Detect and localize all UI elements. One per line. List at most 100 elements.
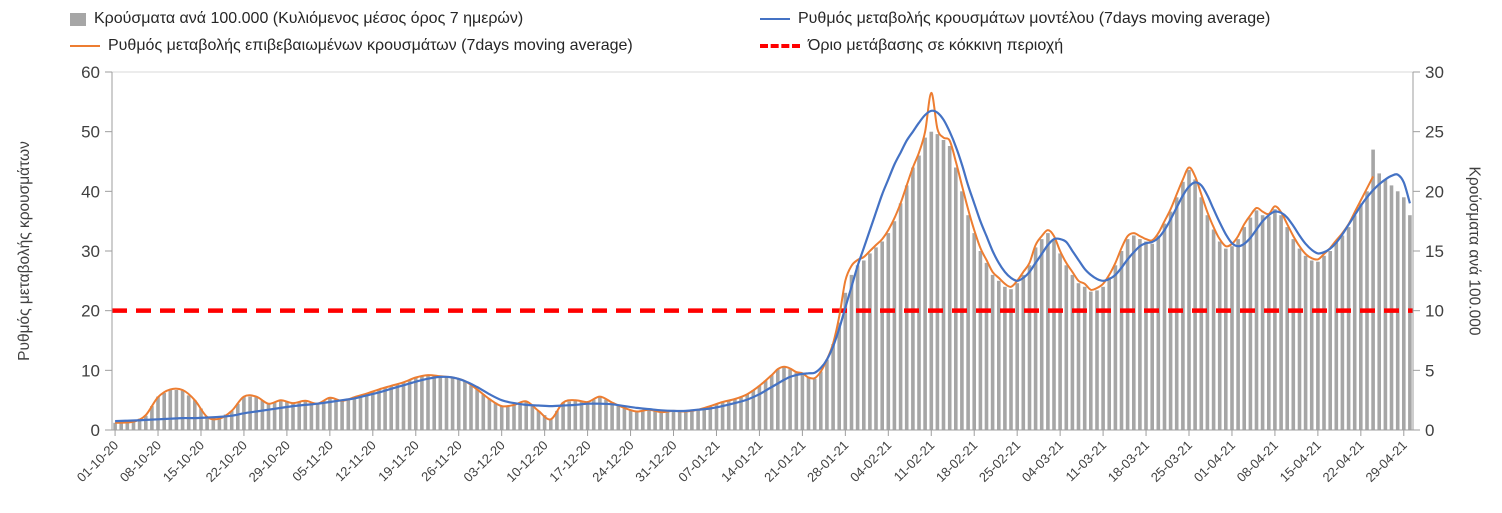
case-bar bbox=[499, 406, 504, 430]
case-bar bbox=[696, 409, 700, 430]
case-bar bbox=[573, 400, 578, 430]
case-bar bbox=[567, 401, 571, 430]
x-axis-date-label: 14-01-21 bbox=[718, 438, 765, 485]
case-bar bbox=[1267, 216, 1271, 430]
case-bar bbox=[1187, 169, 1191, 430]
case-bar bbox=[530, 406, 535, 430]
case-bar bbox=[420, 376, 424, 430]
case-bar bbox=[1089, 291, 1093, 430]
x-axis-date-label: 08-10-20 bbox=[117, 438, 164, 485]
case-bar bbox=[868, 253, 872, 430]
model-rate-line bbox=[115, 109, 1411, 423]
case-bar bbox=[555, 410, 559, 430]
case-bar bbox=[733, 399, 737, 430]
case-bar bbox=[1046, 233, 1050, 430]
case-bar bbox=[481, 394, 486, 430]
case-bar bbox=[407, 379, 412, 430]
x-axis-date-label: 18-03-21 bbox=[1105, 438, 1152, 485]
case-bar bbox=[1003, 286, 1007, 430]
case-bar bbox=[769, 375, 774, 430]
case-bar bbox=[1205, 215, 1210, 430]
case-bar bbox=[506, 405, 510, 430]
case-bar bbox=[714, 404, 719, 430]
case-bar bbox=[463, 381, 467, 430]
confirmed-rate-line bbox=[115, 91, 1374, 424]
case-bar bbox=[512, 404, 516, 430]
case-bar bbox=[279, 400, 283, 430]
case-bar bbox=[487, 399, 492, 430]
case-bar bbox=[947, 146, 952, 430]
case-bar bbox=[125, 422, 130, 430]
legend-item-confirmed-rate: Ρυθμός μεταβολής επιβεβαιωμένων κρουσμάτ… bbox=[70, 37, 633, 55]
case-bar bbox=[174, 390, 179, 430]
case-bar bbox=[272, 402, 277, 430]
case-bar bbox=[831, 344, 835, 430]
case-bar bbox=[358, 395, 363, 430]
case-bar bbox=[929, 131, 934, 430]
x-axis-date-label: 04-02-21 bbox=[847, 438, 894, 485]
case-bar bbox=[972, 233, 976, 430]
case-bar bbox=[266, 403, 271, 430]
case-bar bbox=[954, 167, 958, 430]
case-bar bbox=[917, 155, 921, 430]
red-dashed-swatch-icon bbox=[760, 44, 800, 48]
case-bar bbox=[1132, 235, 1136, 430]
case-bar bbox=[776, 369, 780, 430]
case-bar bbox=[1082, 286, 1087, 430]
case-bar bbox=[1383, 179, 1388, 430]
x-axis-date-label: 07-01-21 bbox=[675, 438, 722, 485]
case-bar bbox=[806, 377, 811, 430]
case-bar bbox=[1340, 235, 1345, 430]
x-axis-date-label: 17-12-20 bbox=[546, 438, 593, 485]
x-axis-date-label: 04-03-21 bbox=[1019, 438, 1066, 485]
x-axis-date-label: 15-10-20 bbox=[160, 438, 207, 485]
blue-line-swatch-icon bbox=[760, 18, 790, 20]
case-bar bbox=[542, 415, 547, 430]
case-bar bbox=[984, 262, 989, 430]
left-axis-tick-label: 20 bbox=[81, 302, 100, 321]
case-bar bbox=[518, 403, 522, 430]
case-bar bbox=[911, 167, 915, 430]
case-bar bbox=[1346, 227, 1351, 430]
case-bar bbox=[1230, 246, 1234, 430]
case-bar bbox=[1033, 247, 1038, 430]
case-bar bbox=[1138, 239, 1142, 430]
case-bar bbox=[671, 410, 676, 430]
case-bar bbox=[236, 403, 240, 430]
x-axis-date-label: 29-10-20 bbox=[246, 438, 293, 485]
case-bar bbox=[598, 396, 602, 430]
case-bar bbox=[549, 419, 553, 430]
case-bar bbox=[1021, 274, 1026, 430]
case-bar bbox=[1039, 239, 1044, 430]
case-bar bbox=[1328, 251, 1332, 430]
legend-label-model-rate: Ρυθμός μεταβολής κρουσμάτων μοντέλου (7d… bbox=[798, 10, 1271, 27]
case-bar bbox=[352, 396, 357, 430]
case-bar bbox=[260, 400, 265, 430]
case-bar bbox=[162, 393, 166, 430]
case-bar bbox=[334, 399, 338, 430]
x-axis-date-label: 26-11-20 bbox=[418, 438, 465, 485]
case-bar bbox=[659, 412, 663, 430]
y-axis-left: 0 10 20 30 40 50 60 bbox=[81, 63, 112, 440]
case-bar bbox=[1107, 277, 1111, 430]
right-axis-tick-label: 30 bbox=[1425, 63, 1444, 82]
case-bar bbox=[328, 397, 332, 430]
legend-label-red-zone-threshold: Όριο μετάβασης σε κόκκινη περιοχή bbox=[808, 37, 1064, 54]
x-axis-date-label: 15-04-21 bbox=[1277, 438, 1324, 485]
case-bar bbox=[1009, 289, 1013, 430]
case-bar bbox=[579, 401, 584, 430]
case-bar bbox=[229, 410, 234, 430]
case-bar bbox=[647, 409, 651, 430]
case-bar bbox=[438, 376, 443, 430]
case-bar bbox=[978, 251, 983, 430]
case-bar bbox=[113, 422, 117, 430]
case-bar bbox=[794, 372, 799, 430]
case-bar bbox=[904, 185, 909, 430]
case-bar bbox=[119, 422, 123, 430]
x-axis-date-label: 24-12-20 bbox=[589, 438, 636, 485]
case-bar bbox=[665, 411, 670, 430]
case-bar bbox=[211, 417, 216, 430]
case-bar bbox=[997, 280, 1001, 430]
case-bar bbox=[1070, 274, 1075, 430]
legend-item-model-rate: Ρυθμός μεταβολής κρουσμάτων μοντέλου (7d… bbox=[760, 10, 1270, 28]
